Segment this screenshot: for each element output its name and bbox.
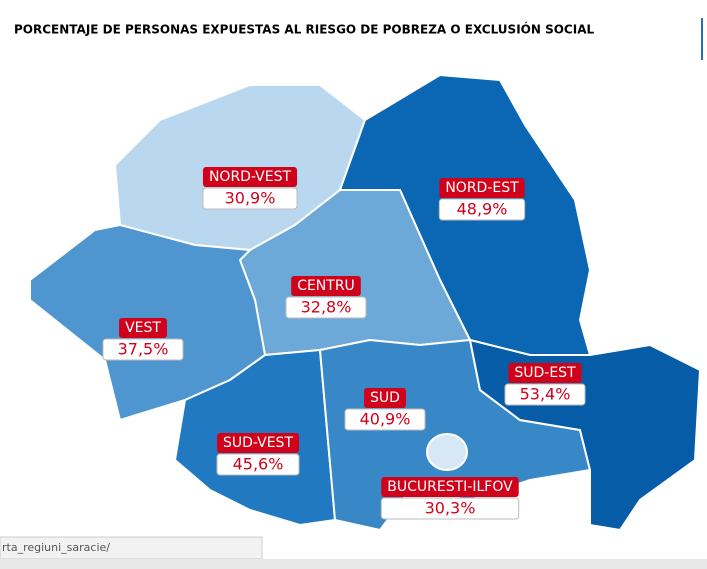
region-name: SUD-VEST xyxy=(223,435,293,451)
region-value: 45,6% xyxy=(233,455,284,474)
region xyxy=(426,433,468,471)
scroll-bar xyxy=(0,559,707,569)
region-value-box xyxy=(216,453,300,476)
region-value-box xyxy=(344,408,426,431)
region-value-box xyxy=(380,497,520,520)
region-value-box xyxy=(504,383,586,406)
region-name: SUD xyxy=(370,390,400,406)
region-name-box xyxy=(508,363,582,383)
region-value-box xyxy=(102,338,184,361)
status-text: rta_regiuni_saracie/ xyxy=(2,541,110,554)
region-value: 48,9% xyxy=(457,200,508,219)
region-name-box xyxy=(291,276,361,296)
region-name: VEST xyxy=(125,320,161,336)
region-name-box xyxy=(381,477,519,497)
region-name-box xyxy=(119,318,167,338)
region-value: 53,4% xyxy=(520,385,571,404)
region-value: 32,8% xyxy=(301,298,352,317)
region-name-box xyxy=(439,178,525,198)
region-name: BUCURESTI-ILFOV xyxy=(387,479,513,495)
region-value: 30,9% xyxy=(225,189,276,208)
labels: NORD-VEST 30,9% NORD-EST 48,9% CENTRU 32,8% VE… xyxy=(102,167,586,520)
region-name: SUD-EST xyxy=(514,365,576,381)
map-title: PORCENTAJE DE PERSONAS EXPUESTAS AL RIES… xyxy=(14,22,594,37)
region-name: NORD-EST xyxy=(445,180,519,196)
region-value-box xyxy=(285,296,367,319)
region-value: 37,5% xyxy=(118,340,169,359)
region-name-box xyxy=(216,433,300,453)
region-name: CENTRU xyxy=(297,278,355,294)
region-name: NORD-VEST xyxy=(209,169,292,185)
region-value: 40,9% xyxy=(360,410,411,429)
region-name-box xyxy=(202,167,298,187)
region-value-box xyxy=(202,187,298,210)
region-name-box xyxy=(364,388,406,408)
region-value: 30,3% xyxy=(425,499,476,518)
region-value-box xyxy=(438,198,526,221)
